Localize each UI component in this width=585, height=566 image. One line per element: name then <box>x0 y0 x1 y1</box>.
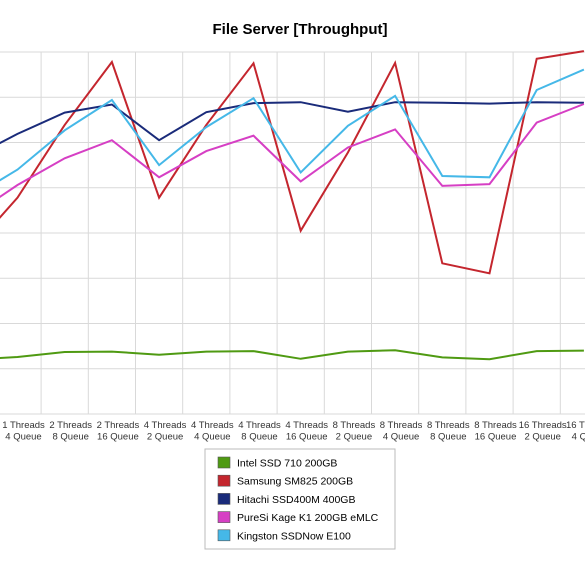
x-tick-label: 16 Threads 2 Queue <box>519 420 567 443</box>
legend-item: Kingston SSDNow E100 <box>217 529 351 542</box>
series-line-5 <box>0 68 585 182</box>
legend: Intel SSD 710 200GB Samsung SM825 200GB Hi… <box>204 448 396 550</box>
legend-label: Samsung SM825 200GB <box>237 476 353 488</box>
series-lines <box>0 50 585 361</box>
plot-area <box>0 50 585 415</box>
legend-label: Intel SSD 710 200GB <box>237 458 337 470</box>
x-tick-label: 2 Threads 8 Queue <box>49 420 92 443</box>
legend-label: PureSi Kage K1 200GB eMLC <box>237 512 379 524</box>
legend-swatch <box>217 511 231 523</box>
x-tick-label: 1 Threads 4 Queue <box>2 420 45 443</box>
legend-box <box>204 448 396 550</box>
gridlines <box>0 51 585 415</box>
series-line-1 <box>0 349 584 361</box>
x-tick-label: 8 Threads 4 Queue <box>380 420 423 443</box>
x-tick-label: 2 Threads 16 Queue <box>97 420 140 443</box>
x-tick-label: 4 Threads 16 Queue <box>285 420 328 443</box>
series-line-2 <box>0 50 585 275</box>
legend-swatch <box>217 529 231 542</box>
x-tick-label: 4 Threads 2 Queue <box>144 420 187 443</box>
legend-item: Hitachi SSD400M 400GB <box>217 493 355 506</box>
x-tick-label: 8 Threads 8 Queue <box>427 420 470 443</box>
legend-swatch <box>217 493 231 505</box>
legend-swatch <box>217 474 231 487</box>
x-tick-label: 8 Threads 2 Queue <box>333 420 376 443</box>
chart-title: File Server [Throughput] <box>212 21 387 38</box>
legend-item: PureSi Kage K1 200GB eMLC <box>217 511 379 524</box>
legend-label: Hitachi SSD400M 400GB <box>237 494 355 506</box>
x-tick-label: 4 Threads 8 Queue <box>238 420 281 443</box>
series-line-4 <box>0 103 585 198</box>
series-line-3 <box>0 101 584 145</box>
legend-label: Kingston SSDNow E100 <box>237 530 351 542</box>
legend-swatch <box>217 456 231 469</box>
x-tick-label: 4 Threads 4 Queue <box>191 420 234 443</box>
legend-item: Intel SSD 710 200GB <box>217 456 337 470</box>
legend-item: Samsung SM825 200GB <box>217 474 353 488</box>
x-tick-label: 8 Threads 16 Queue <box>474 420 517 443</box>
